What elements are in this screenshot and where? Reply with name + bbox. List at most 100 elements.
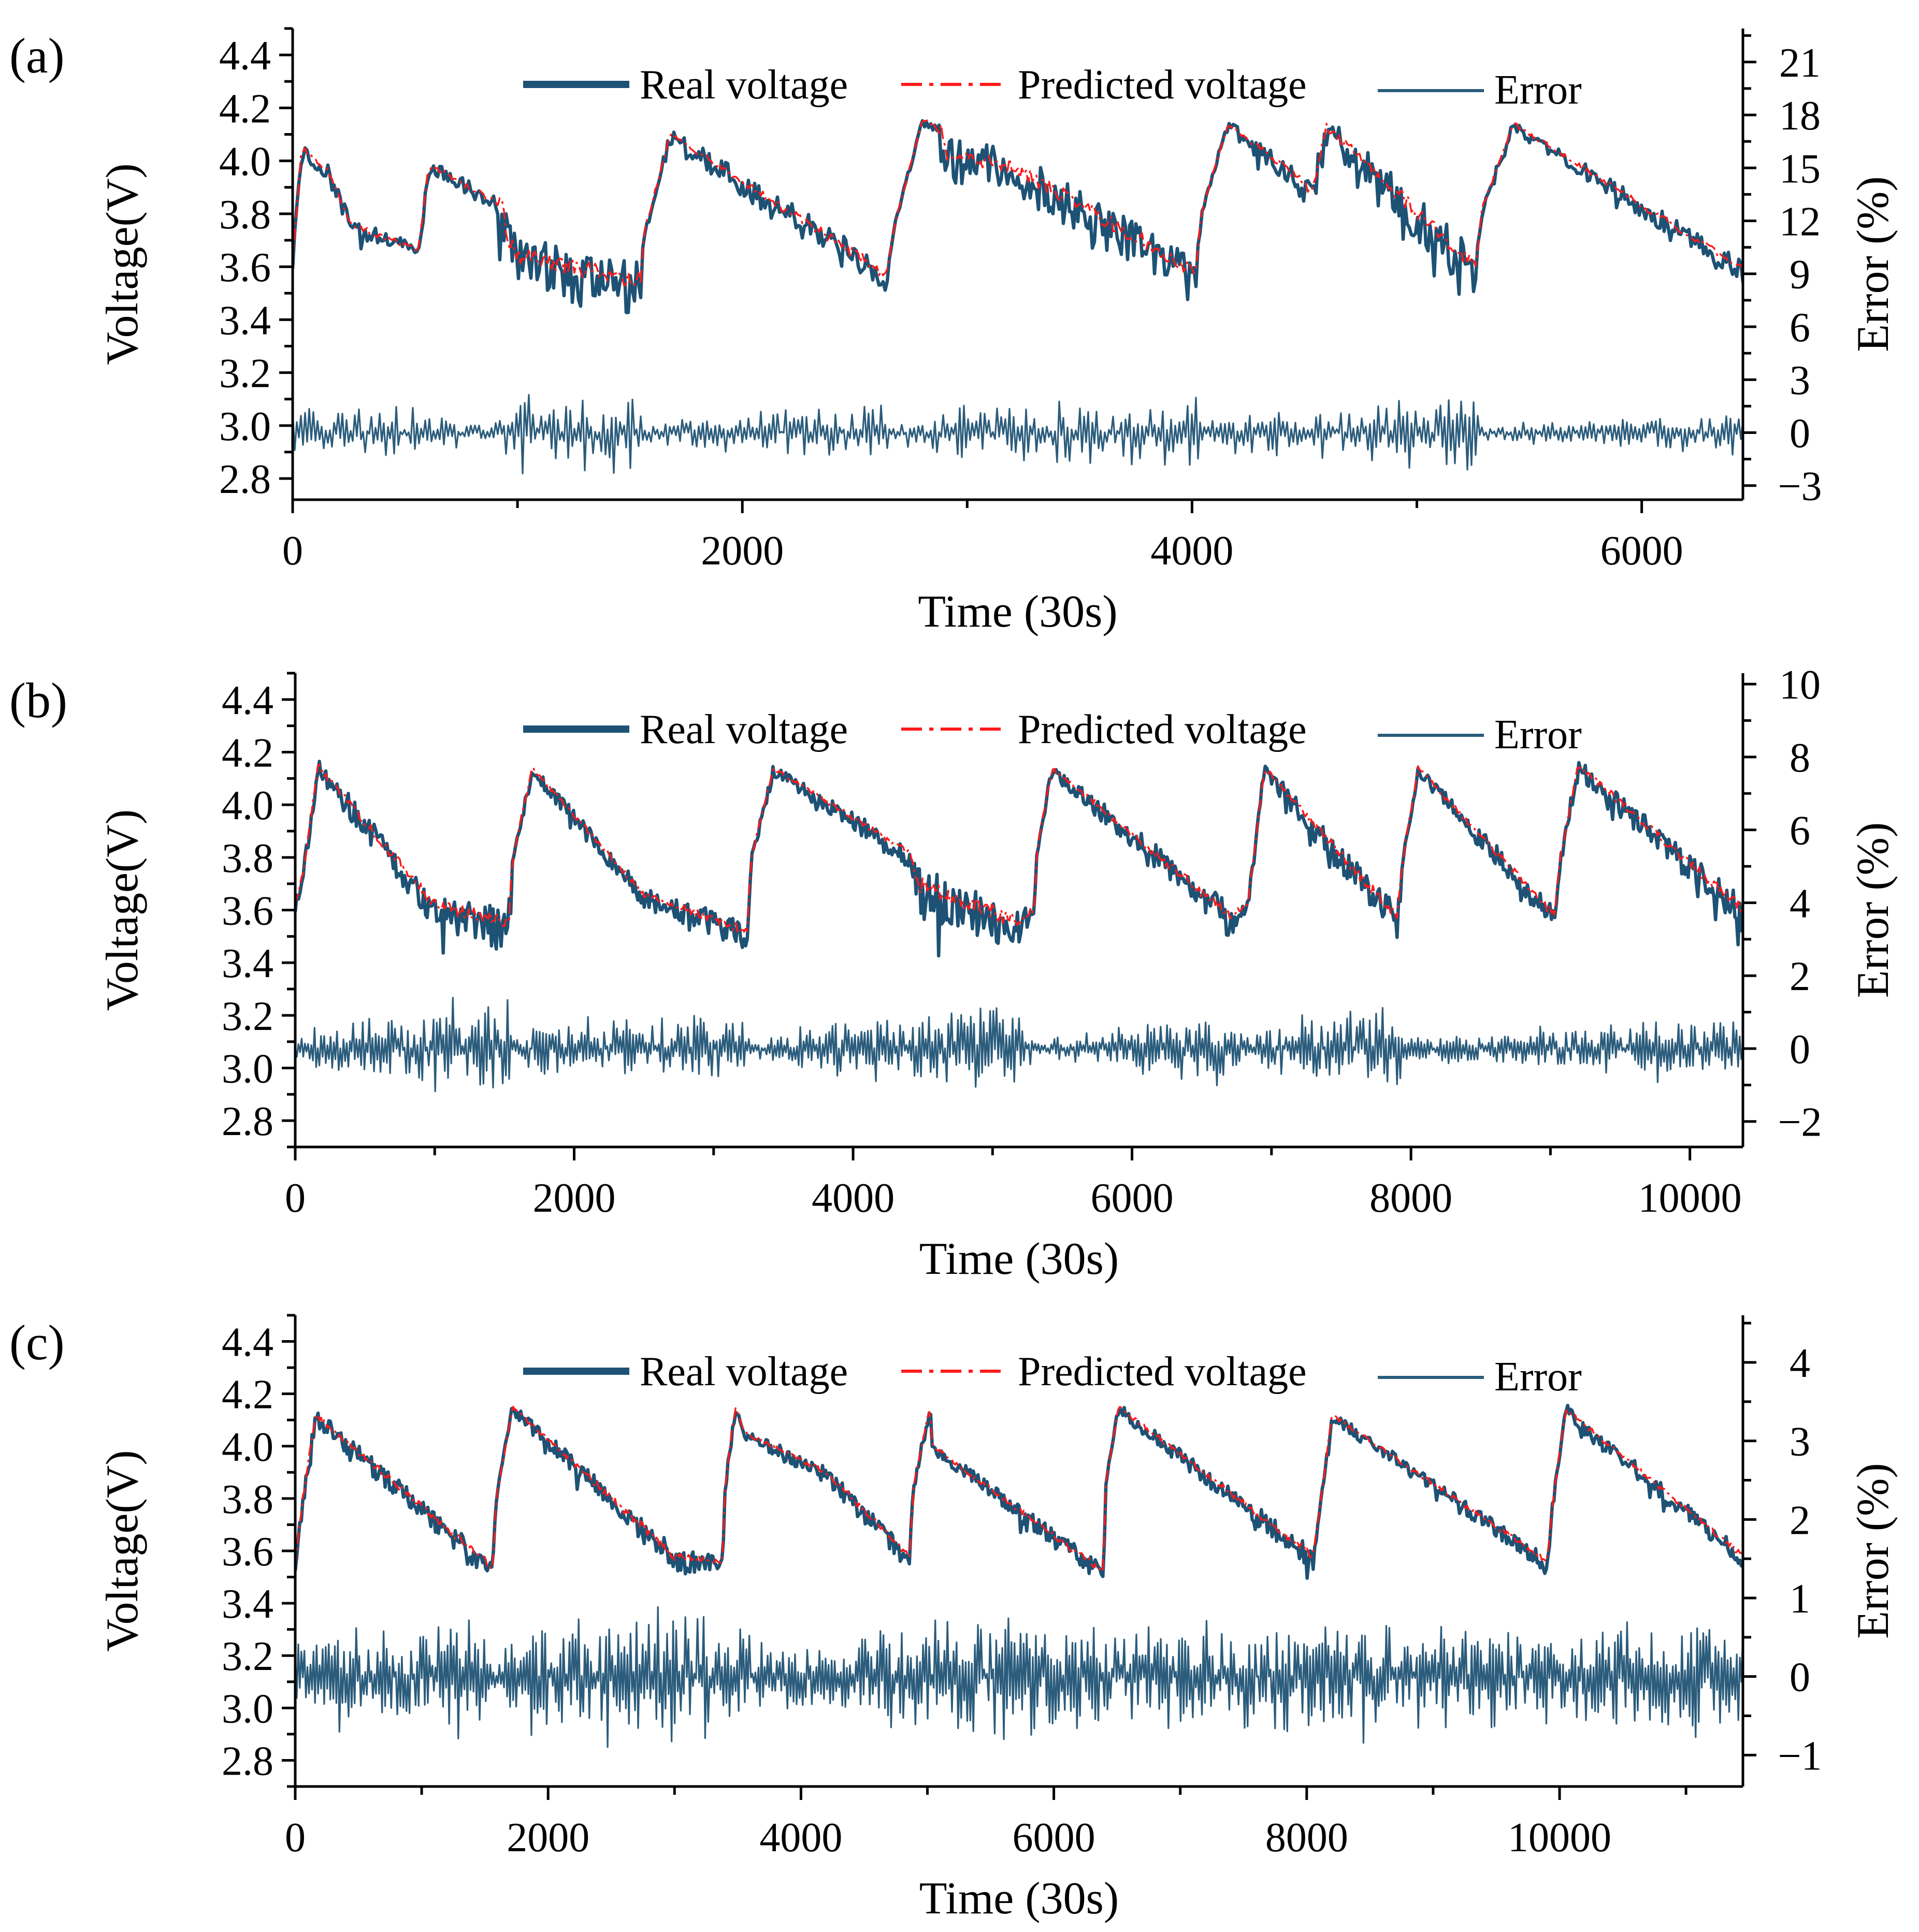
y-tick-label: 2.8 <box>219 457 271 502</box>
y-tick-label: 3.8 <box>222 1477 273 1522</box>
x-tick-label: 8000 <box>1369 1175 1452 1221</box>
y-tick-label: 4.4 <box>222 678 273 723</box>
y-tick-label: 3.0 <box>222 1047 273 1092</box>
y2-tick-label: −1 <box>1778 1733 1822 1779</box>
y-axis-title: Voltage(V) <box>97 1450 148 1651</box>
legend: Real voltage Predicted voltage Error <box>523 1349 1582 1400</box>
y2-tick-label: 0 <box>1790 1655 1810 1701</box>
legend-predicted-label: Predicted voltage <box>1018 707 1307 752</box>
y-ticks: 2.8 3.0 3.2 3.4 3.6 3.8 4.0 4.2 4.4 <box>222 1314 295 1788</box>
y-tick-label: 4.4 <box>222 1320 273 1366</box>
panel-label: (a) <box>9 28 65 83</box>
y2-ticks: −3 0 3 6 9 12 15 18 21 <box>1743 34 1822 510</box>
legend: Real voltage Predicted voltage Error <box>523 707 1582 758</box>
x-ticks: 0 2000 4000 6000 8000 10000 <box>285 1147 1742 1221</box>
legend-error-label: Error <box>1494 1354 1582 1400</box>
y2-tick-label: 8 <box>1790 735 1810 781</box>
y-tick-label: 4.4 <box>219 33 271 79</box>
y-axis-title: Voltage(V) <box>97 163 148 365</box>
y-axis-title: Voltage(V) <box>97 809 148 1011</box>
y-tick-label: 3.2 <box>219 351 271 397</box>
y2-tick-label: 0 <box>1790 1027 1810 1072</box>
x-tick-label: 6000 <box>1013 1815 1095 1861</box>
error-series <box>293 394 1743 475</box>
legend-predicted-label: Predicted voltage <box>1018 62 1307 108</box>
real-voltage-series <box>293 119 1743 314</box>
axes: 0 2000 4000 6000 8000 10000 2.8 3.0 3.2 3.4 3.6 3.8… <box>222 662 1822 1221</box>
y2-tick-label: −3 <box>1778 464 1822 510</box>
panel-c: 0 2000 4000 6000 8000 10000 2.8 3.0 3.2 3.4 3.6 3.8… <box>9 1314 1898 1924</box>
y2-tick-label: 1 <box>1790 1576 1810 1622</box>
y2-tick-label: 4 <box>1790 1341 1810 1386</box>
plot-area <box>293 119 1743 475</box>
x-tick-label: 4000 <box>812 1175 894 1221</box>
x-tick-label: 2000 <box>507 1815 589 1861</box>
y-tick-label: 3.6 <box>222 889 273 934</box>
x-tick-label: 2000 <box>701 528 784 574</box>
y-tick-label: 4.0 <box>219 139 271 185</box>
x-tick-label: 2000 <box>533 1175 616 1221</box>
legend-real-label: Real voltage <box>640 707 848 752</box>
x-tick-label: 0 <box>285 1175 306 1221</box>
y-ticks: 2.8 3.0 3.2 3.4 3.6 3.8 4.0 4.2 4.4 <box>219 27 293 502</box>
panel-label: (c) <box>9 1315 65 1370</box>
error-series <box>295 997 1743 1093</box>
y2-tick-label: 12 <box>1779 199 1821 244</box>
y-tick-label: 4.0 <box>222 1425 273 1470</box>
y2-tick-label: 2 <box>1790 1498 1810 1543</box>
x-tick-label: 6000 <box>1600 528 1683 574</box>
y-tick-label: 3.2 <box>222 994 273 1039</box>
y-tick-label: 4.2 <box>222 1372 273 1418</box>
y-tick-label: 3.6 <box>222 1529 273 1575</box>
y2-tick-label: 21 <box>1779 40 1821 86</box>
y2-tick-label: 18 <box>1779 93 1821 139</box>
x-tick-label: 0 <box>282 528 303 574</box>
y-tick-label: 2.8 <box>222 1099 273 1144</box>
x-axis-title: Time (30s) <box>919 1873 1119 1924</box>
y2-axis-title: Error (%) <box>1848 176 1898 352</box>
y-tick-label: 3.0 <box>222 1686 273 1732</box>
y-tick-label: 3.4 <box>219 298 271 343</box>
legend-error-label: Error <box>1494 712 1582 758</box>
x-tick-label: 0 <box>285 1815 306 1861</box>
y-tick-label: 3.6 <box>219 245 271 290</box>
y2-axis-title: Error (%) <box>1848 822 1898 998</box>
y2-ticks: −2 0 2 4 6 8 10 <box>1743 662 1822 1145</box>
x-ticks: 0 2000 4000 6000 8000 10000 <box>285 1786 1687 1861</box>
y2-tick-label: 4 <box>1790 881 1810 926</box>
x-tick-label: 6000 <box>1091 1175 1174 1221</box>
y-tick-label: 4.0 <box>222 783 273 829</box>
y2-tick-label: 2 <box>1790 954 1810 999</box>
panel-b: 0 2000 4000 6000 8000 10000 2.8 3.0 3.2 3.4 3.6 3.8… <box>9 662 1898 1284</box>
y-tick-label: 3.4 <box>222 1581 273 1627</box>
legend-predicted-label: Predicted voltage <box>1018 1349 1307 1394</box>
y2-tick-label: 10 <box>1779 662 1821 708</box>
x-tick-label: 4000 <box>759 1815 842 1861</box>
legend-error-label: Error <box>1494 67 1582 113</box>
y-tick-label: 3.2 <box>222 1634 273 1679</box>
y2-axis-title: Error (%) <box>1848 1463 1898 1639</box>
y-tick-label: 3.8 <box>219 192 271 238</box>
x-tick-label: 10000 <box>1638 1175 1742 1221</box>
predicted-voltage-series <box>295 763 1743 934</box>
axes: 0 2000 4000 6000 2.8 3.0 3.2 3.4 3.6 3.8 4.0 4.2 4.4… <box>219 27 1822 574</box>
predicted-voltage-series <box>293 119 1743 287</box>
legend-real-label: Real voltage <box>640 62 848 108</box>
y-tick-label: 3.4 <box>222 941 273 986</box>
x-tick-label: 4000 <box>1150 528 1233 574</box>
y-tick-label: 4.2 <box>222 731 273 776</box>
y2-tick-label: 3 <box>1790 1419 1810 1465</box>
y2-tick-label: 9 <box>1790 252 1810 298</box>
y2-ticks: −1 0 1 2 3 4 <box>1743 1321 1822 1779</box>
x-axis-title: Time (30s) <box>918 587 1117 637</box>
x-tick-label: 8000 <box>1265 1815 1348 1861</box>
y2-tick-label: 3 <box>1790 358 1810 403</box>
y-tick-label: 3.0 <box>219 404 271 449</box>
x-tick-label: 10000 <box>1508 1815 1611 1861</box>
y2-tick-label: −2 <box>1778 1100 1822 1145</box>
y2-tick-label: 15 <box>1779 146 1821 192</box>
y2-tick-label: 6 <box>1790 808 1810 854</box>
y-tick-label: 2.8 <box>222 1738 273 1784</box>
x-axis-title: Time (30s) <box>919 1234 1119 1284</box>
